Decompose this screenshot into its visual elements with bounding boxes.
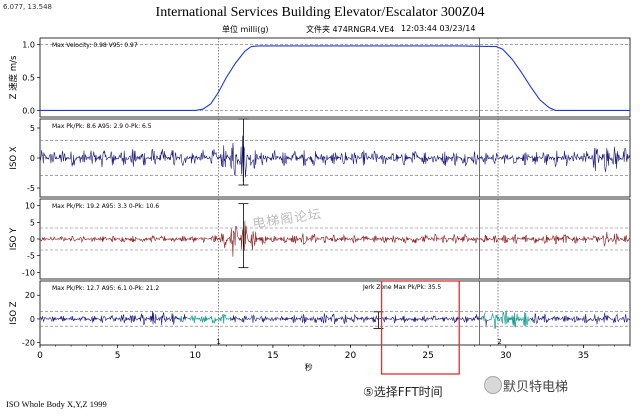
- timestamp: 12:03:44 03/23/14: [401, 24, 476, 33]
- y-tick-label: 0.5: [22, 74, 35, 83]
- x-tick-label: 35: [578, 351, 589, 361]
- x-tick-label: 5: [115, 351, 121, 361]
- stats-annotation: Max Velocity: 0.98 V95: 0.97: [52, 42, 138, 49]
- folder-label: 文件夹 474RNGR4.VE4: [306, 25, 395, 34]
- time-axis: 0 5 10 15 20 25 30 35 秒 1 2: [37, 338, 631, 372]
- x-tick-label: 30: [500, 351, 512, 361]
- iso-standard-label: ISO Whole Body X,Y,Z 1999: [6, 399, 107, 409]
- x-tick-label: 25: [422, 351, 433, 361]
- marker-label-1: 1: [216, 338, 220, 346]
- x-tick-label: 15: [267, 351, 278, 361]
- step-caption: ⑤选择FFT时间: [363, 385, 443, 399]
- y-axis-label: Z 速度 m/s: [8, 55, 19, 99]
- x-tick-label: 20: [345, 351, 357, 361]
- stats-annotation: Max Pk/Pk: 19.2 A95: 3.3 0-Pk: 10.6: [52, 203, 159, 210]
- panel-iso-y: 10 5 0 -5 -10 ISO Y Max Pk/Pk: 19.2 A95: 3.3 0…: [9, 198, 631, 280]
- panel-frame: [39, 37, 631, 118]
- stats-annotation: Max Pk/Pk: 12.7 A95: 6.1 0-Pk: 21.2: [52, 285, 159, 292]
- y-tick-label: 0: [30, 235, 35, 244]
- x-tick-label: 10: [190, 351, 202, 361]
- iso-x-series-line: [39, 135, 630, 184]
- y-tick-label: 5: [30, 218, 35, 227]
- panel-iso-z: 20 0 -20 ISO Z Max Pk/Pk: 12.7 A95: 6.1 0-Pk…: [9, 280, 631, 348]
- y-axis-label: ISO Y: [9, 227, 19, 250]
- x-axis-label: 秒: [305, 362, 313, 372]
- marker-label-2: 2: [497, 338, 501, 346]
- y-tick-label: 5: [30, 124, 35, 133]
- y-axis-label: ISO X: [9, 146, 19, 169]
- y-tick-label: -20: [22, 339, 35, 348]
- fft-selection-box[interactable]: [380, 280, 460, 375]
- units-label: 单位 milli(g): [222, 25, 269, 34]
- y-tick-label: 0: [30, 154, 35, 163]
- y-tick-label: -10: [22, 268, 35, 277]
- y-tick-label: -5: [27, 184, 35, 193]
- y-tick-label: 0.0: [22, 106, 35, 115]
- velocity-series-line: [40, 45, 630, 111]
- y-tick-label: -5: [27, 252, 35, 261]
- panel-velocity: 1.0 0.5 0.0Z 速度 m/s Max Velocity: 0.98 V95:…: [8, 37, 631, 118]
- iso-z-series-line: [39, 311, 630, 326]
- x-tick-label: 0: [37, 351, 43, 361]
- stats-annotation: Max Pk/Pk: 8.6 A95: 2.9 0-Pk: 6.5: [52, 123, 152, 130]
- iso-y-series-line: [39, 220, 630, 257]
- cursor-coordinate-readout: 6.077, 13.548: [3, 3, 52, 11]
- y-tick-label: 10: [25, 202, 35, 211]
- y-axis-label: ISO Z: [9, 301, 19, 324]
- brand-watermark: 默贝特电梯: [503, 380, 569, 395]
- iso-z-highlight-line: [179, 310, 531, 329]
- wechat-logo-icon: [484, 376, 502, 394]
- page-title: International Services Building Elevator…: [155, 5, 485, 20]
- jerk-zone-annotation: Jerk Zone Max Pk/Pk: 35.5: [362, 284, 441, 291]
- panel-iso-x: 5 0 -5 ISO X Max Pk/Pk: 8.6 A95: 2.9 0-Pk: 6…: [9, 118, 631, 198]
- y-tick-label: 20: [25, 291, 35, 300]
- y-tick-label: 0: [30, 315, 35, 324]
- y-tick-label: 1.0: [22, 41, 35, 50]
